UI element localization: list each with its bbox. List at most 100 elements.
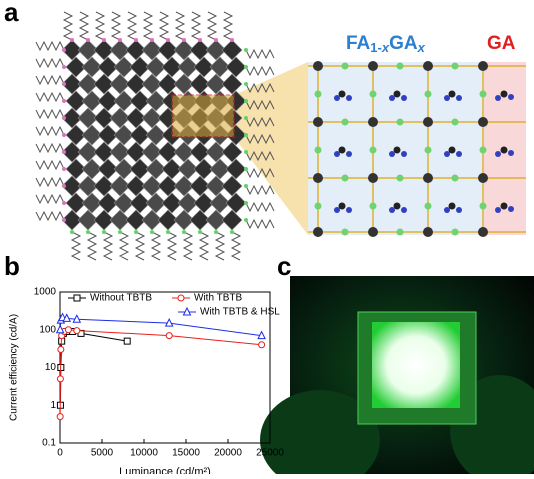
octahedron [225,158,247,180]
ligand [150,231,162,261]
atom [182,38,186,42]
molecule [444,95,450,101]
octahedron [225,192,247,214]
molecule [448,146,456,154]
octahedron [177,158,199,180]
atom [244,65,248,69]
marker [56,413,64,421]
ligand [174,11,186,41]
molecule [495,95,501,101]
atom [198,38,202,42]
ligand [35,108,65,120]
octahedron [193,158,215,180]
x-tick-label: 15000 [172,448,200,459]
halide [341,174,349,182]
ligand [206,11,218,41]
octahedron [125,73,147,95]
molecule [456,151,462,157]
molecule [338,90,346,98]
halide [396,174,404,182]
ligand [245,133,275,145]
atom [244,99,248,103]
molecule [346,95,352,101]
octahedron [65,124,87,146]
legend-marker [177,294,185,302]
octahedron [81,158,103,180]
octahedron [81,192,103,214]
legend-label: With TBTB [194,293,242,304]
atom [62,218,66,222]
ligand [35,210,65,222]
atom [166,230,170,234]
atom [102,230,106,234]
marker [164,317,174,327]
molecule [448,90,456,98]
atom [214,230,218,234]
octahedron [65,192,87,214]
ligand [245,82,275,94]
octahedron [97,158,119,180]
octahedron [205,175,227,197]
octahedron [141,39,163,61]
formula: FA1-xGAx [346,33,426,55]
ligand [245,184,275,196]
ligand [70,231,82,261]
octahedron [189,175,211,197]
octahedron [141,107,163,129]
octahedron [61,175,83,197]
illustration [35,11,534,479]
legend-label: With TBTB & HSL [200,307,280,318]
octahedron [93,39,115,61]
atom [166,38,170,42]
halide [451,62,459,70]
halide [369,90,377,98]
halide [314,146,322,154]
atom [70,230,74,234]
molecule [444,151,450,157]
pb-atom [368,61,378,71]
molecule [401,207,407,213]
hand [260,390,380,479]
octahedron [221,209,243,231]
octahedron [93,175,115,197]
marker [64,326,72,334]
ligand [86,231,98,261]
ligand [245,99,275,111]
octahedron [93,141,115,163]
ga-label: GA [487,33,516,54]
pb-atom [313,117,323,127]
molecule [508,94,514,100]
ligand [222,11,234,41]
atom [244,150,248,154]
atom [182,230,186,234]
ligand [245,218,275,230]
ligand [94,11,106,41]
ligand [62,11,74,41]
molecule [346,207,352,213]
x-tick-label: 20000 [214,448,242,459]
pb-atom [478,61,488,71]
ligand [110,11,122,41]
ligand [35,142,65,154]
atom [62,48,66,52]
y-tick-label: 1 [50,400,56,411]
octahedron [77,73,99,95]
marker [73,327,81,335]
atom [86,230,90,234]
pb-atom [313,61,323,71]
octahedron [189,141,211,163]
x-tick-label: 0 [57,448,63,459]
octahedron [209,192,231,214]
octahedron [81,56,103,78]
octahedron [157,141,179,163]
ligand [158,11,170,41]
atom [62,201,66,205]
atom [62,65,66,69]
ligand [166,231,178,261]
octahedron [65,158,87,180]
pb-atom [313,173,323,183]
octahedron [221,39,243,61]
octahedron [113,192,135,214]
